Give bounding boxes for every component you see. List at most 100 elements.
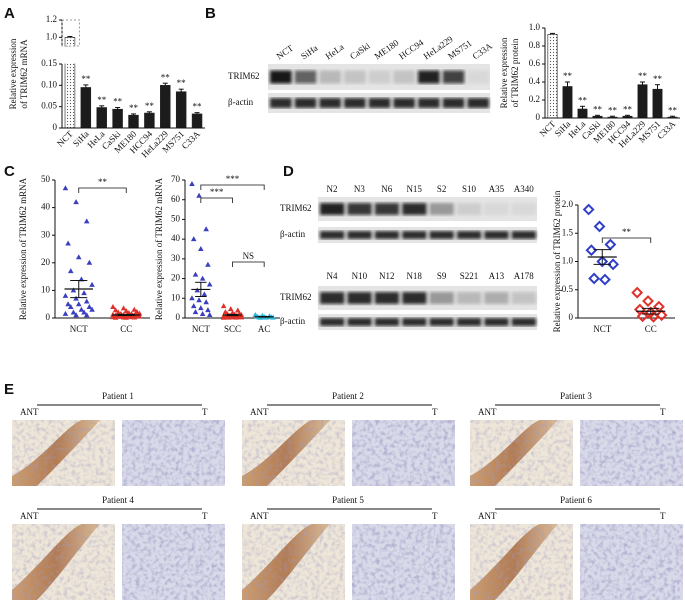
y-tick-label: 0.6 xyxy=(529,58,541,68)
data-point xyxy=(604,238,617,251)
bar xyxy=(191,113,203,129)
data-point xyxy=(73,199,79,205)
data-point xyxy=(86,303,93,309)
data-point xyxy=(582,203,595,216)
data-point xyxy=(62,185,69,191)
data-point xyxy=(647,310,660,323)
significance: ** xyxy=(653,74,663,84)
data-point xyxy=(198,246,204,251)
y-axis-label: Relative expression xyxy=(8,38,18,109)
lane-label: N12 xyxy=(379,271,395,281)
lane-label: N18 xyxy=(406,271,422,281)
y-tick-label: 1.0 xyxy=(562,256,574,266)
lane-label: ME180 xyxy=(373,37,401,61)
blot-band xyxy=(429,203,454,215)
x-tick-label: NCT xyxy=(192,324,211,334)
blot-band xyxy=(393,70,415,84)
y-axis-label: of TRIM62 protein xyxy=(510,38,520,107)
panel-letter: D xyxy=(283,163,294,180)
blot-band xyxy=(467,70,489,84)
bar xyxy=(112,108,123,129)
blot-band xyxy=(393,98,415,108)
data-point xyxy=(201,291,208,297)
y-tick-label: 1.0 xyxy=(46,31,58,41)
row-label: TRIM62 xyxy=(280,203,312,213)
significance: *** xyxy=(226,174,240,184)
patient-label: Patient 3 xyxy=(560,391,592,401)
data-point xyxy=(593,220,606,233)
data-point xyxy=(75,301,82,307)
ihc-texture xyxy=(122,524,225,600)
row-label: β-actin xyxy=(280,229,306,239)
panel-letter: E xyxy=(4,381,14,398)
significance: ** xyxy=(177,78,187,88)
blot-band xyxy=(402,203,427,215)
ihc-texture xyxy=(352,420,455,486)
y-tick-label: 20 xyxy=(41,257,51,267)
significance-bracket xyxy=(200,197,233,203)
lane-label: S10 xyxy=(462,184,477,194)
blot-band xyxy=(456,231,482,239)
significance: ** xyxy=(668,105,678,115)
ihc-label: ANT xyxy=(478,407,497,417)
blot-band xyxy=(429,231,454,239)
row-label: β-actin xyxy=(228,97,254,107)
significance-bracket xyxy=(200,184,265,190)
y-axis-label: Relative expression of TRIM62 mRNA xyxy=(18,177,28,320)
blot-band xyxy=(484,292,509,304)
ihc-label: ANT xyxy=(478,511,497,521)
significance: ** xyxy=(563,71,573,81)
row-label: TRIM62 xyxy=(228,71,260,81)
patient-label: Patient 4 xyxy=(102,495,134,505)
lane-label: S9 xyxy=(437,271,447,281)
blot-band xyxy=(402,318,427,326)
significance-bracket xyxy=(601,237,652,243)
y-tick-label: 0.8 xyxy=(529,40,541,50)
data-point xyxy=(220,303,227,309)
y-axis-label: of TRIM62 mRNA xyxy=(19,39,29,109)
x-tick-label: NCT xyxy=(70,324,89,334)
significance-bracket xyxy=(78,187,127,193)
blot-band xyxy=(511,231,536,239)
blot-band xyxy=(344,98,366,108)
blot-band xyxy=(320,292,345,304)
data-point xyxy=(585,244,598,257)
panel-letter: A xyxy=(4,5,15,22)
blot-band xyxy=(374,318,400,326)
blot-band xyxy=(402,292,427,304)
x-tick-label: AC xyxy=(258,324,271,334)
x-tick-label: NCT xyxy=(593,324,612,334)
data-point xyxy=(636,310,649,323)
blot-band xyxy=(374,203,400,215)
ihc-label: T xyxy=(660,511,666,521)
data-point xyxy=(206,312,213,318)
data-point xyxy=(235,307,241,313)
lane-label: SiHa xyxy=(299,43,319,62)
bar xyxy=(128,114,139,129)
data-point xyxy=(227,306,234,312)
panel-letter: C xyxy=(4,163,15,180)
data-point xyxy=(83,218,90,224)
data-point xyxy=(120,305,127,311)
blot-band xyxy=(484,318,509,326)
blot-band xyxy=(270,98,292,108)
data-point xyxy=(190,236,197,242)
data-point xyxy=(83,298,90,304)
blot-band xyxy=(344,70,366,84)
significance: ** xyxy=(193,102,203,112)
y-tick-label: 60 xyxy=(171,194,181,204)
ihc-label: T xyxy=(432,511,438,521)
blot-band xyxy=(347,318,372,326)
lane-label: A178 xyxy=(514,271,534,281)
y-tick-label: 50 xyxy=(41,174,51,184)
y-tick-label: 20 xyxy=(171,273,181,283)
data-point xyxy=(588,272,601,285)
y-tick-label: 1.5 xyxy=(562,227,574,237)
y-tick-label: 70 xyxy=(171,174,181,184)
lane-label: N2 xyxy=(327,184,338,194)
data-point xyxy=(67,268,74,274)
significance-bracket xyxy=(232,261,265,267)
lane-label: N6 xyxy=(381,184,392,194)
